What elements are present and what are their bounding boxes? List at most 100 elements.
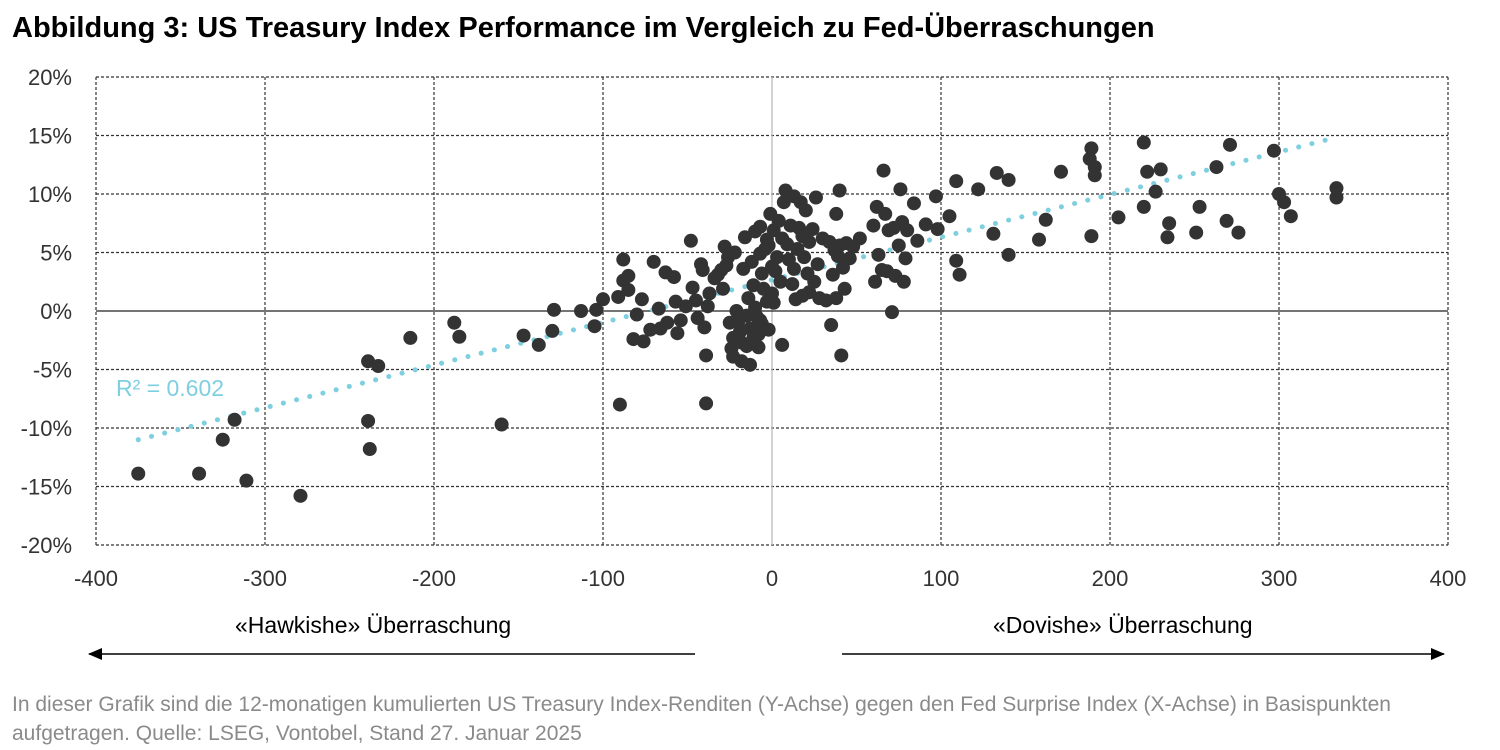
data-point	[802, 234, 817, 249]
data-point	[643, 322, 658, 337]
data-point	[685, 280, 700, 295]
y-tick-label: -15%	[21, 475, 72, 500]
data-point	[727, 245, 742, 260]
data-point	[805, 222, 820, 237]
data-point	[918, 217, 933, 232]
data-point	[700, 299, 715, 314]
data-point	[830, 249, 845, 264]
data-point	[651, 301, 666, 316]
data-point	[1222, 137, 1237, 152]
data-point	[829, 206, 844, 221]
data-point	[452, 329, 467, 344]
y-tick-label: 0%	[40, 299, 72, 324]
data-point	[293, 488, 308, 503]
data-point	[834, 348, 849, 363]
x-tick-label: 100	[923, 566, 960, 591]
data-point	[798, 203, 813, 218]
data-point	[949, 174, 964, 189]
data-point	[751, 340, 766, 355]
data-point	[545, 323, 560, 338]
data-point	[893, 182, 908, 197]
data-point	[1277, 195, 1292, 210]
chart-title: Abbildung 3: US Treasury Index Performan…	[12, 12, 1155, 44]
data-point	[743, 357, 758, 372]
data-point	[688, 293, 703, 308]
data-point	[754, 266, 769, 281]
data-point	[636, 334, 651, 349]
data-point	[587, 319, 602, 334]
data-point	[715, 281, 730, 296]
data-point	[660, 315, 675, 330]
data-point	[629, 307, 644, 322]
data-point	[611, 289, 626, 304]
data-point	[1266, 143, 1281, 158]
x-tick-label: -400	[74, 566, 118, 591]
data-point	[878, 206, 893, 221]
data-point	[678, 299, 693, 314]
data-point	[837, 281, 852, 296]
data-point	[906, 196, 921, 211]
data-point	[797, 250, 812, 265]
data-point	[1084, 229, 1099, 244]
data-point	[596, 292, 610, 307]
y-tick-label: 10%	[28, 182, 72, 207]
data-point	[403, 330, 418, 345]
data-point	[1136, 199, 1151, 214]
data-point	[942, 209, 957, 224]
data-point	[761, 238, 776, 253]
data-point	[666, 270, 681, 285]
x-tick-label: 400	[1430, 566, 1467, 591]
data-point	[215, 432, 230, 447]
data-point	[971, 182, 986, 197]
data-point	[1140, 164, 1155, 179]
footnote: In dieser Grafik sind die 12-monatigen k…	[12, 693, 1391, 745]
data-point	[1189, 225, 1204, 240]
data-point	[1053, 164, 1068, 179]
x-tick-label: -200	[412, 566, 456, 591]
data-point	[768, 264, 783, 279]
data-point	[227, 412, 242, 427]
data-point	[1001, 247, 1016, 262]
data-point	[825, 267, 840, 282]
data-point	[776, 195, 791, 210]
data-point	[884, 305, 899, 320]
y-tick-label: -10%	[21, 416, 72, 441]
data-point	[1038, 212, 1053, 227]
data-point	[1153, 162, 1168, 177]
data-point	[952, 267, 967, 282]
data-point	[683, 233, 698, 248]
data-point	[832, 183, 847, 198]
data-point	[371, 358, 386, 373]
data-point	[896, 274, 911, 289]
trendline	[135, 135, 1338, 443]
y-tick-label: -5%	[33, 358, 72, 383]
data-point	[1160, 230, 1175, 245]
data-point	[546, 302, 561, 317]
data-point	[447, 315, 462, 330]
data-point	[900, 223, 915, 238]
data-point	[1329, 190, 1344, 205]
data-point	[773, 274, 788, 289]
data-point	[986, 226, 1001, 241]
data-point	[673, 313, 688, 328]
data-point	[621, 282, 636, 297]
data-point	[891, 238, 906, 253]
data-point	[871, 247, 886, 262]
y-tick-label: 15%	[28, 124, 72, 149]
data-point	[866, 218, 881, 233]
data-point	[697, 320, 712, 335]
data-point	[1148, 184, 1163, 199]
data-point	[589, 302, 604, 317]
x-tick-label: -100	[581, 566, 625, 591]
data-point	[770, 250, 785, 265]
data-point	[876, 163, 891, 178]
y-tick-label: 20%	[28, 65, 72, 90]
data-point	[766, 295, 781, 310]
data-point	[910, 233, 925, 248]
data-point	[1231, 225, 1246, 240]
tick-labels: 20% 15% 10% 5% 0% -5% -10% -15% -20%-400 -300 -200…	[21, 65, 1467, 591]
axes	[96, 77, 1448, 545]
data-point	[808, 190, 823, 205]
x-tick-label: 200	[1092, 566, 1129, 591]
